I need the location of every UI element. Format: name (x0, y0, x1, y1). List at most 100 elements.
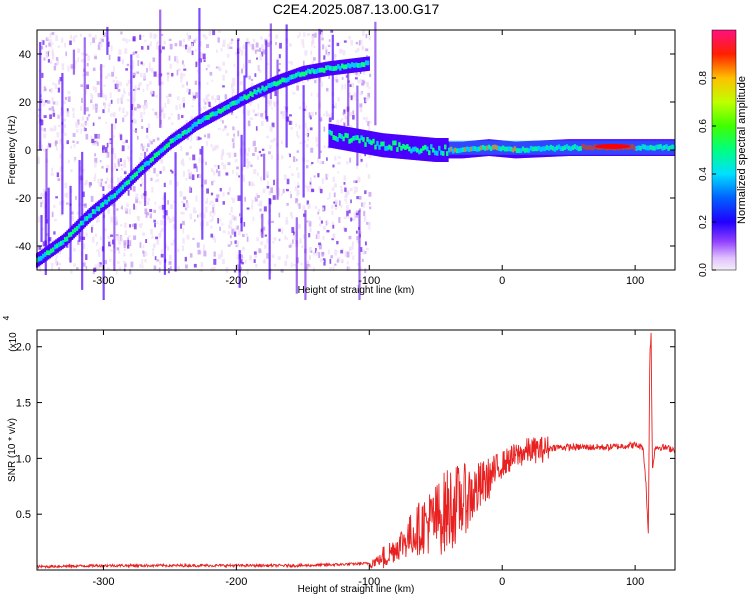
noise-cell (364, 190, 367, 195)
noise-cell (256, 172, 259, 176)
noise-cell (356, 240, 360, 244)
noise-cell (282, 111, 286, 117)
noise-cell (216, 95, 219, 99)
noise-cell (296, 85, 300, 91)
noise-cell (61, 37, 64, 43)
noise-cell (54, 218, 57, 222)
noise-cell (162, 166, 166, 172)
ridge-core (345, 64, 348, 70)
noise-cell (161, 107, 165, 113)
ridge-core (529, 145, 533, 151)
noise-cell (123, 171, 127, 175)
ridge-halo (446, 138, 449, 162)
ridge-core (311, 67, 314, 73)
noise-cell (165, 210, 168, 216)
noise-cell (86, 62, 89, 67)
noise-cell (82, 191, 85, 198)
ridge-core (591, 145, 594, 151)
noise-cell (103, 149, 107, 153)
noise-cell (79, 33, 82, 37)
noise-cell (234, 240, 237, 244)
ridge-core (647, 145, 650, 151)
noise-cell (143, 72, 147, 79)
ridge-core (346, 133, 349, 139)
noise-cell (44, 100, 48, 103)
ridge-halo (430, 137, 433, 162)
ridge-halo (345, 126, 349, 151)
noise-cell (196, 242, 200, 248)
noise-cell (183, 68, 187, 71)
noise-cell (313, 175, 316, 178)
ridge-core (491, 144, 495, 150)
noise-cell (82, 74, 85, 77)
ridge-halo (357, 128, 360, 153)
noise-cell (286, 237, 289, 240)
noise-cell (358, 40, 361, 46)
ridge-halo (444, 138, 448, 162)
noise-cell (126, 245, 130, 249)
noise-cell (97, 134, 100, 139)
noise-cell (134, 130, 137, 133)
noise-cell (73, 157, 76, 163)
streak-cell (268, 198, 271, 280)
noise-cell (205, 161, 207, 166)
noise-cell (131, 110, 134, 116)
noise-cell (114, 76, 118, 79)
noise-cell (231, 109, 234, 115)
ridge-core (129, 176, 133, 181)
noise-cell (220, 48, 223, 52)
noise-cell (124, 222, 127, 228)
noise-cell (316, 251, 319, 254)
noise-cell (212, 235, 216, 240)
ridge-core (135, 171, 139, 177)
noise-cell (181, 60, 184, 65)
noise-cell (141, 181, 144, 186)
noise-cell (132, 51, 136, 55)
ridge-core (579, 145, 583, 151)
noise-cell (260, 241, 264, 245)
noise-cell (120, 236, 123, 242)
noise-cell (94, 133, 98, 139)
noise-cell (94, 264, 98, 270)
noise-cell (168, 55, 171, 61)
noise-cell (140, 146, 143, 150)
noise-cell (121, 167, 123, 171)
noise-cell (153, 71, 157, 77)
noise-cell (349, 84, 352, 87)
noise-cell (258, 47, 262, 53)
noise-cell (210, 200, 214, 203)
noise-cell (134, 85, 137, 92)
noise-cell (110, 249, 113, 252)
noise-cell (313, 45, 316, 49)
y-scale-exponent: 4 (2, 315, 11, 320)
noise-cell (272, 241, 275, 244)
noise-cell (359, 108, 363, 113)
noise-cell (266, 63, 269, 66)
noise-cell (278, 62, 281, 66)
noise-cell (367, 121, 370, 127)
streak-cell (201, 146, 204, 240)
ridge-core (327, 65, 330, 70)
noise-cell (123, 240, 127, 246)
noise-cell (185, 202, 189, 206)
noise-cell (139, 156, 142, 163)
noise-cell (213, 209, 216, 216)
noise-cell (308, 233, 311, 238)
noise-cell (243, 222, 246, 227)
noise-cell (301, 81, 305, 84)
noise-cell (355, 70, 358, 75)
noise-cell (162, 197, 165, 201)
noise-cell (139, 152, 143, 157)
noise-cell (295, 198, 299, 202)
noise-cell (167, 200, 170, 205)
noise-cell (180, 223, 182, 229)
noise-cell (213, 266, 216, 272)
noise-cell (254, 73, 257, 77)
noise-cell (132, 75, 135, 79)
noise-cell (79, 236, 82, 240)
noise-cell (80, 58, 84, 63)
noise-cell (217, 218, 220, 224)
noise-cell (355, 186, 358, 193)
noise-cell (337, 171, 340, 174)
noise-cell (366, 96, 370, 100)
